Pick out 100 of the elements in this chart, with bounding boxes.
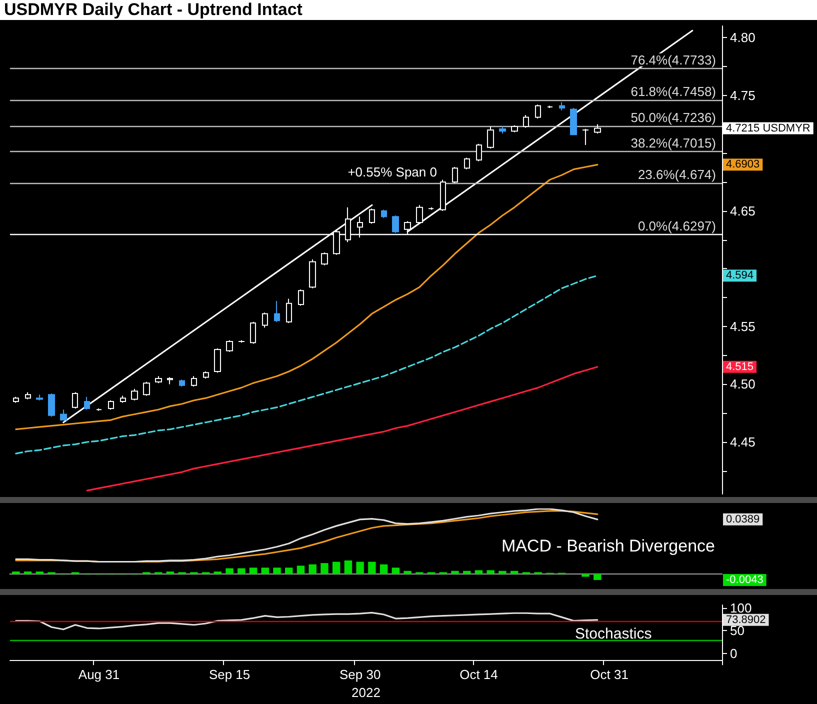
y-tick-label: 0 [730,646,738,661]
bar [249,568,258,574]
candlestick [286,298,292,324]
ref-line-label: 38.2%(4.7015) [630,135,716,150]
candlestick [321,252,328,266]
annotation: MACD - Bearish Divergence [501,536,715,556]
bar [594,574,602,580]
bar [451,570,459,574]
y-tick-label: 4.45 [730,434,756,450]
bar [510,570,518,574]
bar [261,568,269,574]
y-tick-label: 100 [730,600,752,616]
chart-title: USDMYR Daily Chart - Uptrend Intact [4,0,302,20]
candlestick [582,128,589,146]
candlestick [13,396,19,404]
bar [24,572,32,574]
annotation: +0.55% Span 0 [348,164,437,180]
text: 73.8902 [726,614,766,626]
bar [356,562,364,574]
bar [392,568,400,574]
candlestick [274,300,280,322]
bar [166,572,174,574]
bar [12,572,20,574]
candlestick [120,395,126,404]
candlestick [570,108,577,136]
x-tick-label: Oct 14 [460,667,498,682]
line-series [15,274,598,454]
line-series [86,366,598,492]
candlestick [523,114,529,128]
candlestick [72,392,78,409]
text: -0.0043 [726,574,764,586]
text: 4.6903 [726,158,760,171]
candlestick [96,408,102,412]
candlestick [428,206,434,210]
candlestick [203,371,209,379]
candlestick [191,376,197,388]
candlestick [143,381,150,396]
bar [296,566,305,574]
candlestick [392,215,399,234]
candlestick [452,166,458,184]
bar [344,560,352,574]
line-series [15,164,598,430]
bar [273,568,281,574]
bar [380,564,388,574]
candlestick [262,312,268,328]
bar [486,570,494,574]
candlestick [60,409,67,421]
candlestick [464,157,470,170]
bar [214,572,222,574]
text: 4.7215 USDMYR [726,122,810,134]
text: 0.0389 [726,513,760,526]
x-axis-title: 2022 [352,685,380,700]
candlestick [155,376,162,384]
candlestick [25,392,31,400]
bar [285,568,293,574]
candlestick [416,204,423,224]
candlestick [476,143,482,162]
ref-line-label: 50.0%(4.7236) [630,110,716,125]
candlestick [214,348,221,374]
bar [582,574,590,577]
y-tick-label: 4.80 [730,30,756,46]
y-tick-label: 4.50 [730,376,756,392]
x-tick-label: Sep 15 [208,667,250,682]
text: 4.515 [726,360,754,373]
text: 4.594 [726,270,754,282]
bar [463,570,471,574]
candlestick [487,126,494,149]
candlestick [238,340,245,344]
bar [238,568,246,574]
ref-line-label: 76.4%(4.7733) [630,52,716,68]
candlestick [559,102,565,111]
bar [404,570,412,574]
candlestick [48,392,55,418]
candlestick [226,340,233,352]
x-tick-label: Oct 31 [590,667,628,682]
candlestick [250,321,256,344]
bar [332,562,340,574]
bar [320,563,328,574]
candlestick [36,394,43,401]
candlestick [594,124,601,134]
candlestick [167,376,173,385]
candlestick [440,179,446,212]
candlestick [381,209,387,218]
bar [308,564,316,574]
candlestick [108,400,114,410]
bar [474,570,483,574]
bar [368,562,376,574]
x-tick-label: Sep 30 [339,667,381,682]
bar [498,570,506,574]
bar [36,572,44,574]
x-tick-label: Aug 31 [78,667,120,682]
ref-line-label: 23.6%(4.674) [638,167,716,182]
y-tick-label: 4.55 [730,318,756,334]
ref-line-label: 61.8%(4.7458) [630,84,716,100]
candlestick [547,105,553,109]
ref-line-label: 0.0%(4.6297) [638,218,716,234]
candlestick [499,126,506,134]
candlestick [179,379,185,388]
candlestick [298,288,304,306]
candlestick [535,104,541,119]
